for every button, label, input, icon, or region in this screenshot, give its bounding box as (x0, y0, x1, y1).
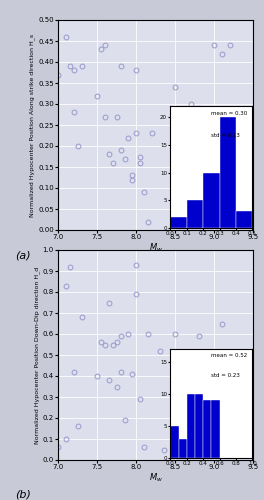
Y-axis label: Normalized Hypocenter Position Along strike direction H_s: Normalized Hypocenter Position Along str… (30, 34, 35, 216)
X-axis label: $M_w$: $M_w$ (149, 472, 163, 484)
X-axis label: $M_w$: $M_w$ (149, 242, 163, 254)
Text: (b): (b) (15, 490, 31, 500)
Y-axis label: Normalized Hypocenter Position Down-Dip direction H_d: Normalized Hypocenter Position Down-Dip … (34, 266, 40, 444)
Text: (a): (a) (15, 251, 31, 261)
